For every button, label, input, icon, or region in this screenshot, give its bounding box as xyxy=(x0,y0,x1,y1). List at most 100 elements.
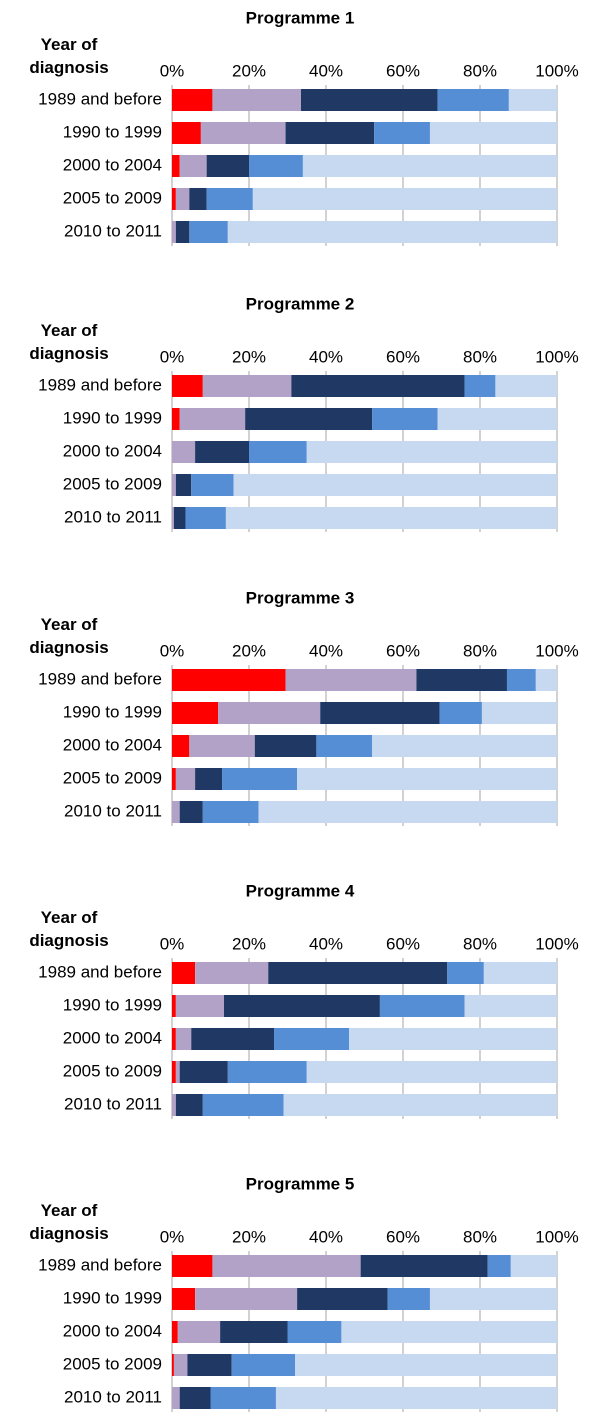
bar-segment xyxy=(175,188,190,210)
bar-segment xyxy=(416,669,507,691)
bar-segment xyxy=(179,1061,228,1083)
bar-segment xyxy=(172,89,213,111)
category-label: 2000 to 2004 xyxy=(63,441,162,460)
bar-segment xyxy=(285,122,375,144)
bar-segment xyxy=(195,768,223,790)
category-label: 2010 to 2011 xyxy=(64,801,162,820)
x-tick-label: 20% xyxy=(232,641,266,660)
bar-segment xyxy=(227,1061,307,1083)
bar-segment xyxy=(316,735,373,757)
x-tick-label: 20% xyxy=(232,61,266,80)
category-label: 2000 to 2004 xyxy=(63,1028,162,1047)
bar-segment xyxy=(195,441,249,463)
bar-segment xyxy=(481,702,557,724)
bar-segment xyxy=(175,1061,180,1083)
bar-segment xyxy=(285,669,417,691)
bar-segment xyxy=(202,801,259,823)
bar-segment xyxy=(179,1387,211,1409)
category-label: 2005 to 2009 xyxy=(63,474,162,493)
x-tick-label: 40% xyxy=(309,934,343,953)
category-label: 1990 to 1999 xyxy=(63,122,162,141)
bar-segment xyxy=(172,1061,176,1083)
bar-segment xyxy=(172,801,180,823)
bar-segment xyxy=(374,122,430,144)
x-tick-label: 100% xyxy=(535,934,578,953)
bar-segment xyxy=(341,1321,557,1343)
bar-segment xyxy=(249,441,307,463)
bar-segment xyxy=(185,507,226,529)
bar-segment xyxy=(508,89,557,111)
bar-segment xyxy=(535,669,557,691)
x-tick-label: 60% xyxy=(386,641,420,660)
bar-segment xyxy=(202,375,292,397)
bar-segment xyxy=(227,221,557,243)
bar-segment xyxy=(172,441,196,463)
bar-segment xyxy=(172,1387,180,1409)
y-axis-label: Year of diagnosis xyxy=(29,35,109,77)
bar-segment xyxy=(268,962,448,984)
category-label: 2005 to 2009 xyxy=(63,188,162,207)
bar-segment xyxy=(175,995,224,1017)
x-tick-label: 0% xyxy=(160,1227,185,1246)
bar-segment xyxy=(320,702,440,724)
bar-segment xyxy=(172,735,190,757)
category-label: 2010 to 2011 xyxy=(64,1387,162,1406)
bar-segment xyxy=(506,669,536,691)
category-label: 1989 and before xyxy=(38,669,162,688)
bar-segment xyxy=(210,1387,276,1409)
bar-segment xyxy=(283,1094,557,1116)
bar-segment xyxy=(175,474,192,496)
category-label: 2005 to 2009 xyxy=(63,1061,162,1080)
bar-segment xyxy=(175,1028,192,1050)
bar-segment xyxy=(172,702,219,724)
bar-segment xyxy=(510,1255,557,1277)
bar-segment xyxy=(220,1321,288,1343)
bar-segment xyxy=(187,1354,232,1376)
bar-segment xyxy=(212,89,301,111)
bar-segment xyxy=(172,507,174,529)
bar-segment xyxy=(439,702,482,724)
x-tick-label: 20% xyxy=(232,1227,266,1246)
bar-segment xyxy=(179,801,203,823)
x-tick-label: 100% xyxy=(535,1227,578,1246)
x-tick-label: 80% xyxy=(463,61,497,80)
bar-segment xyxy=(302,155,557,177)
category-label: 1989 and before xyxy=(38,375,162,394)
bar-segment xyxy=(252,188,557,210)
x-tick-label: 0% xyxy=(160,934,185,953)
x-tick-label: 0% xyxy=(160,347,185,366)
category-label: 1990 to 1999 xyxy=(63,702,162,721)
x-tick-label: 20% xyxy=(232,934,266,953)
bar-segment xyxy=(175,768,196,790)
bar-segment xyxy=(275,1387,557,1409)
bar-segment xyxy=(172,962,196,984)
bar-segment xyxy=(179,408,246,430)
x-tick-label: 80% xyxy=(463,641,497,660)
x-tick-label: 60% xyxy=(386,347,420,366)
bar-segment xyxy=(172,995,176,1017)
x-tick-label: 100% xyxy=(535,61,578,80)
chart-title: Programme 4 xyxy=(246,881,355,900)
bar-segment xyxy=(175,221,190,243)
bar-segment xyxy=(172,1354,174,1376)
bar-segment xyxy=(225,507,557,529)
bar-segment xyxy=(189,221,228,243)
bar-segment xyxy=(172,474,176,496)
bar-segment xyxy=(360,1255,488,1277)
y-axis-label: Year of diagnosis xyxy=(29,615,109,657)
category-label: 1989 and before xyxy=(38,1255,162,1274)
x-tick-label: 20% xyxy=(232,347,266,366)
category-label: 1990 to 1999 xyxy=(63,408,162,427)
bar-segment xyxy=(172,1094,176,1116)
bar-segment xyxy=(172,1028,176,1050)
bar-segment xyxy=(189,735,255,757)
bar-segment xyxy=(300,89,438,111)
x-tick-label: 60% xyxy=(386,1227,420,1246)
category-label: 1989 and before xyxy=(38,89,162,108)
bar-segment xyxy=(175,1094,203,1116)
bar-segment xyxy=(189,188,207,210)
bar-segment xyxy=(306,1061,557,1083)
bar-segment xyxy=(172,375,203,397)
